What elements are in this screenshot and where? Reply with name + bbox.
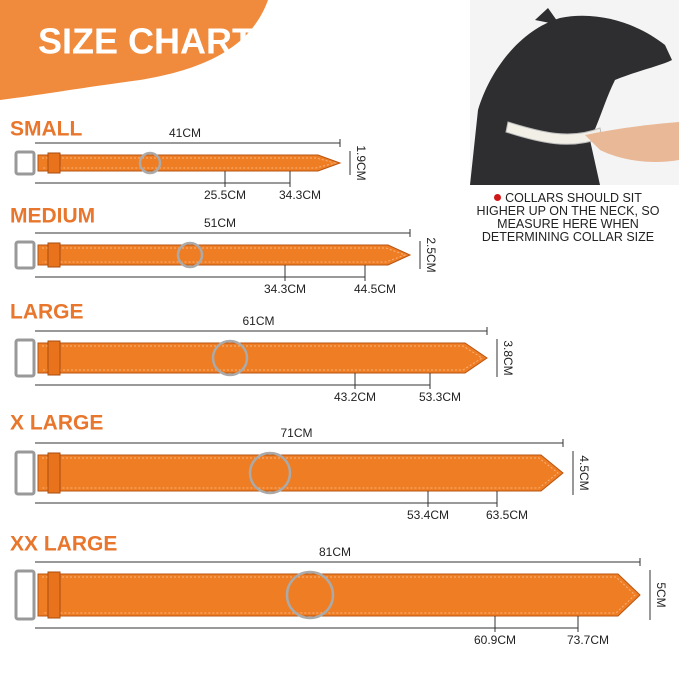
d-ring: [285, 570, 335, 620]
d-ring: [138, 151, 162, 175]
collar: [37, 244, 412, 266]
length-label: 51CM: [204, 216, 236, 230]
size-name: LARGE: [10, 301, 84, 324]
width-label: 2.5CM: [424, 237, 438, 272]
d-ring: [176, 241, 204, 269]
title: SIZE CHART: [38, 21, 254, 62]
length-label: 81CM: [319, 545, 351, 559]
collar: [37, 154, 342, 172]
length-label: 71CM: [280, 426, 312, 440]
buckle: [14, 240, 36, 270]
d-ring: [211, 339, 249, 377]
size-row: MEDIUM 51CM 34.3CM 44.5CM 2.5CM: [10, 205, 438, 297]
keeper: [47, 242, 61, 268]
keeper: [47, 340, 61, 376]
max-label: 53.3CM: [419, 390, 461, 404]
collar-stitch: [42, 157, 337, 169]
buckle: [14, 569, 36, 621]
min-label: 34.3CM: [264, 282, 306, 296]
collar: [37, 454, 564, 492]
collar-stitch: [42, 345, 483, 371]
length-label: 61CM: [242, 314, 274, 328]
collar: [37, 573, 641, 617]
max-label: 73.7CM: [567, 633, 609, 647]
size-row: LARGE 61CM 43.2CM 53.3CM 3.8CM: [10, 301, 515, 405]
width-label: 4.5CM: [577, 455, 591, 490]
keeper: [47, 152, 61, 174]
min-label: 60.9CM: [474, 633, 516, 647]
size-name: MEDIUM: [10, 205, 95, 228]
length-label: 41CM: [169, 126, 201, 140]
size-row: SMALL 41CM 25.5CM 34.3CM 1.9CM: [10, 118, 368, 203]
min-label: 53.4CM: [407, 508, 449, 522]
max-label: 34.3CM: [279, 188, 321, 202]
max-label: 63.5CM: [486, 508, 528, 522]
title-banner: [0, 0, 268, 100]
min-label: 43.2CM: [334, 390, 376, 404]
collar-stitch: [42, 457, 559, 489]
buckle: [14, 338, 36, 378]
size-name: X LARGE: [10, 412, 103, 435]
keeper: [47, 571, 61, 619]
max-label: 44.5CM: [354, 282, 396, 296]
d-ring: [248, 451, 292, 495]
dog-photo: [470, 0, 679, 185]
size-name: XX LARGE: [10, 533, 117, 556]
note: COLLARS SHOULD SIT HIGHER UP ON THE NECK…: [470, 192, 666, 244]
buckle: [14, 450, 36, 496]
collar-stitch: [42, 247, 407, 263]
size-row: X LARGE 71CM 53.4CM 63.5CM 4.5CM: [10, 412, 591, 523]
size-name: SMALL: [10, 118, 82, 141]
min-label: 25.5CM: [204, 188, 246, 202]
size-row: XX LARGE 81CM 60.9CM 73.7CM 5CM: [10, 533, 668, 648]
width-label: 1.9CM: [354, 145, 368, 180]
width-label: 5CM: [654, 582, 668, 607]
buckle: [14, 150, 36, 176]
collar: [37, 342, 488, 374]
width-label: 3.8CM: [501, 340, 515, 375]
keeper: [47, 452, 61, 494]
collar-stitch: [42, 576, 636, 614]
